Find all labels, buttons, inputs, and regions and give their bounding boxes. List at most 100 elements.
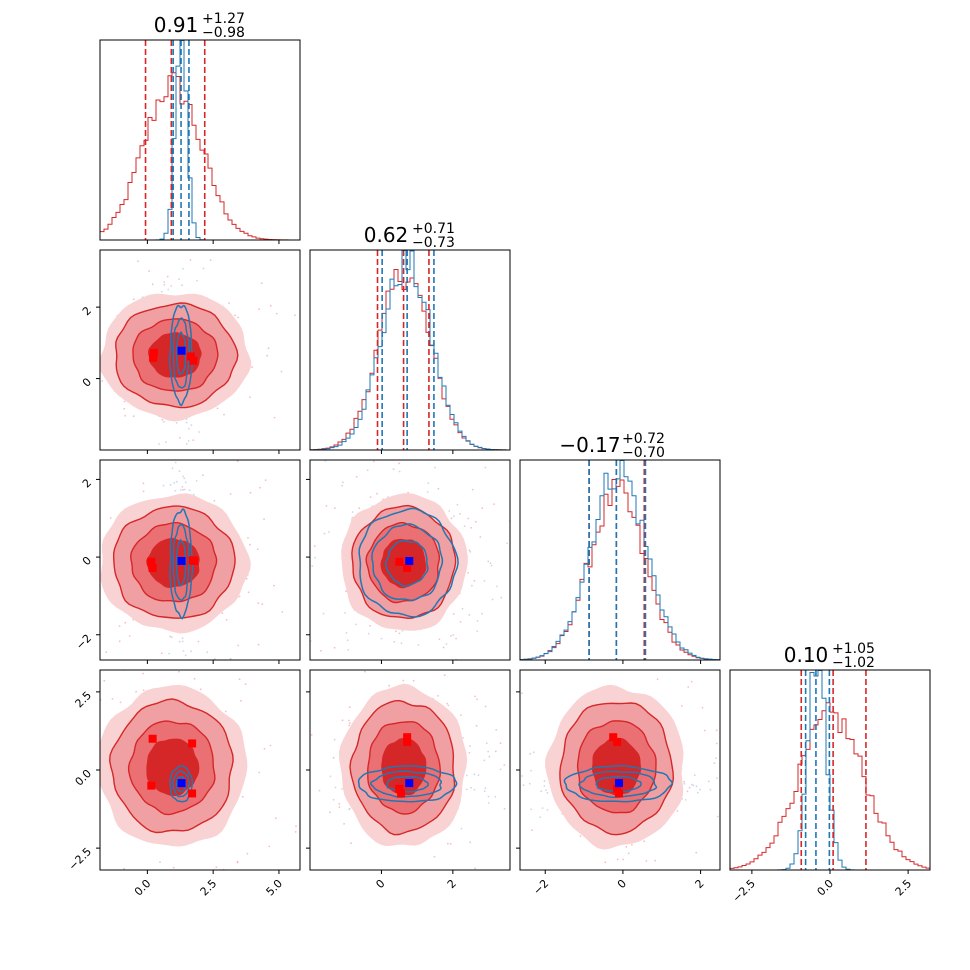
y-tick-label: −2 bbox=[73, 632, 94, 653]
param-title-2: −0.17 +0.72−0.70 bbox=[559, 431, 665, 461]
scatter-point bbox=[190, 240, 192, 242]
scatter-point bbox=[417, 644, 420, 646]
scatter-point bbox=[259, 486, 261, 489]
scatter-point bbox=[269, 744, 272, 747]
truth-marker-red bbox=[149, 353, 158, 362]
scatter-point bbox=[311, 565, 314, 567]
scatter-point bbox=[568, 634, 570, 636]
scatter-point bbox=[369, 496, 372, 498]
scatter-point bbox=[151, 283, 154, 286]
scatter-point bbox=[343, 823, 345, 825]
scatter-point bbox=[137, 260, 139, 263]
scatter-point bbox=[499, 768, 502, 771]
scatter-point bbox=[479, 536, 482, 538]
scatter-point bbox=[181, 637, 184, 640]
scatter-point bbox=[506, 542, 508, 545]
scatter-point bbox=[178, 470, 181, 472]
hist-frame-1 bbox=[309, 249, 511, 451]
scatter-point bbox=[400, 642, 403, 645]
scatter-point bbox=[699, 788, 701, 791]
scatter-point bbox=[221, 612, 224, 614]
scatter-point bbox=[645, 662, 647, 664]
scatter-point bbox=[263, 518, 265, 520]
scatter-point bbox=[427, 482, 430, 484]
scatter-point bbox=[170, 285, 173, 287]
scatter-point bbox=[395, 630, 397, 633]
contour-blue bbox=[168, 304, 194, 407]
scatter-point bbox=[683, 782, 686, 785]
x-tick-label: 0.0 bbox=[132, 877, 154, 899]
scatter-point bbox=[244, 683, 247, 685]
y-tick-label: 0.0 bbox=[73, 767, 95, 789]
scatter-point bbox=[737, 791, 739, 793]
scatter-point bbox=[169, 465, 171, 467]
scatter-point bbox=[692, 784, 695, 787]
scatter-point bbox=[118, 625, 121, 627]
scatter-point bbox=[483, 790, 486, 793]
scatter-point bbox=[535, 811, 537, 813]
scatter-point bbox=[314, 556, 316, 559]
scatter-point bbox=[173, 481, 176, 484]
scatter-point bbox=[220, 652, 222, 654]
scatter-point bbox=[541, 807, 544, 809]
scatter-point bbox=[185, 443, 188, 445]
scatter-point bbox=[398, 462, 400, 465]
hist-frame-0 bbox=[99, 39, 301, 241]
scatter-point bbox=[132, 654, 134, 656]
scatter-point bbox=[704, 900, 706, 902]
scatter-point bbox=[724, 747, 726, 749]
scatter-point bbox=[367, 632, 370, 635]
scatter-point bbox=[191, 246, 193, 248]
scatter-point bbox=[267, 347, 270, 350]
scatter-point bbox=[688, 786, 691, 789]
scatter-point bbox=[229, 493, 232, 495]
scatter-point bbox=[473, 788, 476, 791]
scatter-point bbox=[476, 630, 479, 633]
scatter-point bbox=[426, 491, 429, 493]
param-title-3: 0.10 +1.05−1.02 bbox=[784, 641, 875, 671]
scatter-point bbox=[764, 831, 766, 833]
y-tick-label: 0 bbox=[80, 376, 94, 390]
scatter-point bbox=[281, 782, 283, 784]
truth-marker-red bbox=[189, 356, 198, 365]
scatter-point bbox=[94, 483, 96, 485]
scatter-point bbox=[182, 267, 184, 270]
scatter-point bbox=[305, 842, 307, 844]
x-tick-label: 0 bbox=[615, 877, 629, 891]
x-tick-label: 0.0 bbox=[815, 877, 837, 899]
scatter-point bbox=[461, 607, 464, 610]
scatter-point bbox=[286, 785, 288, 787]
scatter-point bbox=[91, 633, 93, 635]
scatter-point bbox=[202, 474, 204, 476]
truth-marker-red bbox=[403, 737, 412, 746]
scatter-point bbox=[716, 815, 719, 818]
scatter-point bbox=[341, 481, 344, 484]
scatter-point bbox=[460, 664, 462, 666]
title-minus: −0.73 bbox=[412, 235, 455, 251]
scatter-point bbox=[266, 354, 269, 357]
scatter-point bbox=[346, 639, 349, 642]
scatter-point bbox=[228, 302, 231, 305]
scatter-point bbox=[333, 646, 336, 649]
scatter-point bbox=[87, 549, 89, 551]
scatter-point bbox=[282, 625, 284, 627]
scatter-point bbox=[190, 424, 193, 427]
scatter-point bbox=[469, 550, 472, 553]
scatter-point bbox=[625, 845, 628, 848]
truth-marker-red bbox=[395, 784, 404, 793]
scatter-point bbox=[124, 414, 126, 417]
scatter-point bbox=[475, 724, 478, 727]
scatter-point bbox=[522, 542, 524, 544]
scatter-point bbox=[522, 784, 525, 787]
scatter-point bbox=[469, 745, 471, 747]
scatter-point bbox=[487, 795, 490, 798]
scatter-point bbox=[123, 867, 126, 870]
scatter-point bbox=[189, 259, 192, 261]
contour-blue bbox=[172, 523, 190, 602]
contour-blue bbox=[384, 539, 429, 588]
scatter-point bbox=[178, 640, 181, 643]
scatter-point bbox=[119, 898, 121, 900]
scatter-point bbox=[481, 507, 484, 510]
scatter-point bbox=[179, 882, 181, 884]
contour-blue bbox=[386, 775, 429, 793]
